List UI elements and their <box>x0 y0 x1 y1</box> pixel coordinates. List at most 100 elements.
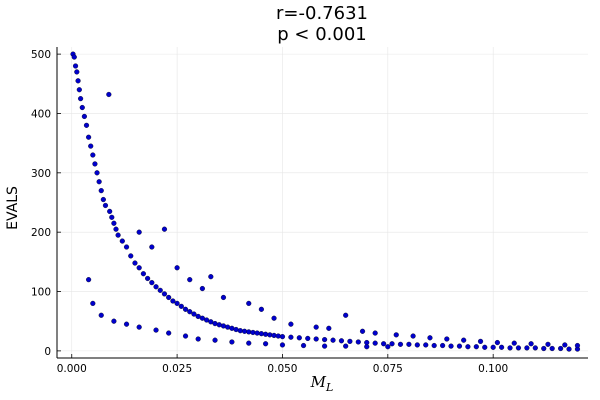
scatter-point <box>574 342 581 349</box>
chart-title-line-2: p < 0.001 <box>277 24 366 45</box>
scatter-point <box>406 341 412 347</box>
y-tick-label: 500 <box>31 49 51 61</box>
scatter-point <box>220 323 227 329</box>
scatter-point <box>275 333 281 339</box>
scatter-point <box>229 339 235 345</box>
scatter-point <box>86 277 92 283</box>
scatter-point <box>364 344 370 350</box>
scatter-point <box>440 342 446 349</box>
scatter-point <box>102 202 109 209</box>
y-tick-label: 400 <box>31 108 51 120</box>
scatter-point <box>237 328 243 334</box>
scatter-point <box>385 344 391 350</box>
scatter-point <box>166 330 172 336</box>
scatter-point <box>330 337 336 343</box>
scatter-point <box>414 342 420 348</box>
scatter-point <box>372 340 378 346</box>
scatter-point <box>326 325 332 331</box>
scatter-point <box>431 342 437 349</box>
x-tick-label: 0.100 <box>478 363 508 375</box>
scatter-point <box>397 341 404 347</box>
scatter-point <box>254 330 260 336</box>
scatter-point <box>549 345 555 352</box>
scatter-point <box>494 339 500 346</box>
scatter-point <box>76 87 82 93</box>
scatter-point <box>72 63 79 69</box>
scatter-point <box>96 179 102 185</box>
scatter-point <box>208 274 214 280</box>
scatter-point <box>246 300 252 306</box>
scatter-point <box>225 324 231 330</box>
scatter-point <box>545 341 551 347</box>
scatter-point <box>182 333 189 339</box>
scatter-point <box>524 345 530 351</box>
scatter-point <box>465 344 471 350</box>
scatter-point <box>258 306 264 312</box>
scatter-point <box>313 324 319 330</box>
scatter-point <box>562 342 568 348</box>
scatter-point <box>482 344 488 350</box>
scatter-point <box>140 271 146 277</box>
scatter-point <box>381 341 387 347</box>
scatter-point <box>271 315 277 321</box>
y-tick-label: 0 <box>44 346 51 358</box>
x-tick-label: 0.050 <box>267 363 297 375</box>
scatter-point <box>149 280 155 286</box>
scatter-point <box>174 300 180 306</box>
scatter-point <box>161 226 168 232</box>
scatter-point <box>359 328 366 334</box>
scatter-point <box>423 342 429 348</box>
scatter-point <box>166 294 172 301</box>
scatter-point <box>153 284 159 290</box>
scatter-point <box>212 321 218 327</box>
tick-layer: 0.000 0.025 0.050 0.075 0.100 0 100 200 300 400 50… <box>31 49 508 375</box>
scatter-point <box>128 253 134 259</box>
scatter-point <box>132 260 138 266</box>
scatter-point <box>92 161 98 167</box>
scatter-point <box>187 309 193 315</box>
scatter-point <box>216 322 222 328</box>
scatter-point <box>157 287 163 293</box>
scatter-point <box>115 232 121 238</box>
grid-layer <box>57 47 588 358</box>
scatter-point <box>109 214 115 220</box>
scatter-point <box>136 229 142 235</box>
scatter-point <box>149 244 155 250</box>
scatter-point <box>195 336 201 342</box>
scatter-point <box>271 332 277 339</box>
scatter-point <box>258 331 264 337</box>
scatter-point <box>136 265 142 271</box>
x-axis-label-subscript: L <box>325 381 333 394</box>
scatter-point <box>250 329 256 336</box>
scatter-point <box>94 170 100 176</box>
scatter-point <box>389 341 395 347</box>
scatter-point <box>279 334 286 340</box>
scatter-point <box>123 321 130 327</box>
scatter-point <box>212 337 218 343</box>
scatter-point <box>98 188 104 194</box>
scatter-point <box>111 318 117 324</box>
scatter-point <box>305 335 311 341</box>
scatter-point <box>106 91 112 98</box>
scatter-point <box>566 346 572 352</box>
x-tick-label: 0.075 <box>373 363 403 375</box>
scatter-point <box>296 335 302 341</box>
scatter-point <box>233 326 239 333</box>
scatter-point <box>393 332 399 338</box>
point-layer <box>70 51 581 352</box>
scatter-point <box>71 54 77 60</box>
scatter-point <box>528 341 534 347</box>
scatter-point <box>499 344 505 350</box>
scatter-point <box>473 344 479 350</box>
scatter-point <box>246 340 252 346</box>
scatter-point <box>220 294 227 301</box>
scatter-point <box>267 332 273 338</box>
scatter-point <box>113 226 119 232</box>
scatter-point <box>515 345 522 351</box>
scatter-point <box>111 220 117 226</box>
scatter-point <box>507 345 513 351</box>
scatter-point <box>279 342 286 348</box>
scatter-point <box>191 311 197 317</box>
scatter-point <box>119 238 125 244</box>
